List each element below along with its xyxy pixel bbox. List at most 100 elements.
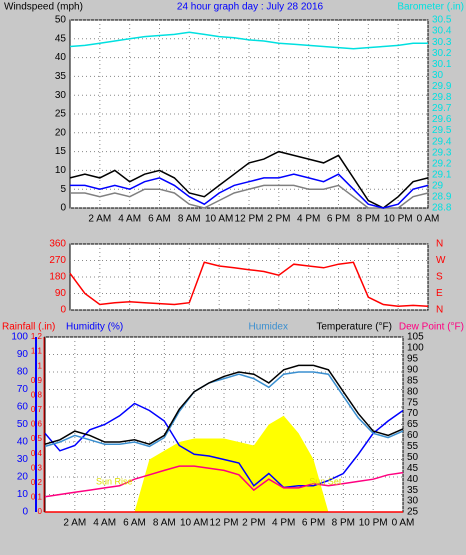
legend-label: Humidity (%) xyxy=(66,322,123,333)
x-tick-label: 8 AM xyxy=(153,518,176,529)
line xyxy=(70,173,429,209)
y2-tick-label: 45 xyxy=(407,463,419,474)
y2-tick-label: 30 xyxy=(407,496,419,507)
y-tick-label: 100 xyxy=(11,332,28,343)
y2-tick-label: 29.8 xyxy=(432,92,452,103)
y-tick-label: 70 xyxy=(17,384,29,395)
y2-axis-label: Barometer (.in) xyxy=(397,2,464,13)
y3-tick-label: 0 xyxy=(38,507,43,516)
x-tick-label: 4 PM xyxy=(297,214,320,225)
y2-tick-label: 28.8 xyxy=(432,203,452,214)
x-tick-label: 2 AM xyxy=(88,214,111,225)
y3-tick-label: 1.2 xyxy=(31,332,43,341)
y-tick-label: 50 xyxy=(17,419,29,430)
y-tick-label: 5 xyxy=(60,184,66,195)
y2-tick-label: 29 xyxy=(432,181,444,192)
y-axis-label: Windspeed (mph) xyxy=(4,2,83,13)
y-tick-label: 20 xyxy=(55,127,67,138)
y-tick-label: 30 xyxy=(55,90,67,101)
y-tick-label: 90 xyxy=(17,349,29,360)
y2-tick-label: 50 xyxy=(407,452,419,463)
legend-label: Humidex xyxy=(249,322,288,333)
line xyxy=(44,371,404,448)
y-tick-label: 60 xyxy=(17,402,29,413)
y2-tick-label: N xyxy=(436,305,443,316)
y-tick-label: 50 xyxy=(55,15,67,26)
y2-tick-label: 30.3 xyxy=(432,37,452,48)
line xyxy=(69,150,429,209)
x-tick-label: 6 PM xyxy=(327,214,350,225)
x-tick-label: 4 AM xyxy=(118,214,141,225)
x-tick-label: 10 PM xyxy=(359,518,388,529)
x-tick-label: 8 AM xyxy=(178,214,201,225)
y-tick-label: 10 xyxy=(55,165,67,176)
y2-tick-label: 29.9 xyxy=(432,81,452,92)
y2-tick-label: 29.4 xyxy=(432,136,452,147)
y2-tick-label: 105 xyxy=(407,332,424,343)
y-tick-label: 360 xyxy=(49,239,66,250)
x-tick-label: 4 AM xyxy=(93,518,116,529)
y2-tick-label: 30.1 xyxy=(432,59,452,70)
line xyxy=(70,184,429,209)
y-tick-label: 35 xyxy=(55,71,67,82)
x-tick-label: 10 AM xyxy=(205,214,233,225)
x-tick-label: 12 PM xyxy=(235,214,264,225)
y-tick-label: 0 xyxy=(60,305,66,316)
y-tick-label: 80 xyxy=(17,367,29,378)
y-tick-label: 10 xyxy=(17,489,29,500)
x-tick-label: 4 PM xyxy=(272,518,295,529)
x-tick-label: 0 AM xyxy=(392,518,415,529)
x-tick-label: 2 PM xyxy=(267,214,290,225)
y2-tick-label: 25 xyxy=(407,507,419,518)
x-tick-label: 8 PM xyxy=(357,214,380,225)
y-tick-label: 270 xyxy=(49,255,66,266)
y2-tick-label: 40 xyxy=(407,474,419,485)
legend-label: Rainfall (.in) xyxy=(2,322,55,333)
y2-tick-label: 29.2 xyxy=(432,158,452,169)
line xyxy=(44,402,404,489)
y2-tick-label: 60 xyxy=(407,430,419,441)
annotation: Sun Set xyxy=(309,476,342,486)
y2-tick-label: 29.6 xyxy=(432,114,452,125)
chart-title: 24 hour graph day : July 28 2016 xyxy=(177,2,324,13)
line xyxy=(44,465,404,498)
y-tick-label: 0 xyxy=(60,203,66,214)
x-tick-label: 10 PM xyxy=(384,214,413,225)
annotation: Sun Rise xyxy=(96,476,133,486)
legend-label: Dew Point (°F) xyxy=(399,322,464,333)
y2-tick-label: 55 xyxy=(407,441,419,452)
y-tick-label: 40 xyxy=(17,437,29,448)
x-tick-label: 2 PM xyxy=(242,518,265,529)
y2-tick-label: S xyxy=(436,272,443,283)
x-tick-label: 0 AM xyxy=(417,214,440,225)
y2-tick-label: 90 xyxy=(407,364,419,375)
area xyxy=(45,415,403,512)
x-tick-label: 8 PM xyxy=(332,518,355,529)
line xyxy=(69,261,429,308)
y2-tick-label: 75 xyxy=(407,397,419,408)
y-tick-label: 15 xyxy=(55,146,67,157)
y2-tick-label: W xyxy=(436,255,446,266)
y3-tick-label: 1 xyxy=(38,361,43,370)
y2-tick-label: 28.9 xyxy=(432,192,452,203)
y2-tick-label: 29.1 xyxy=(432,169,452,180)
x-tick-label: 12 PM xyxy=(210,518,239,529)
y2-tick-label: E xyxy=(436,288,443,299)
y2-tick-label: N xyxy=(436,239,443,250)
y2-tick-label: 29.3 xyxy=(432,147,452,158)
line xyxy=(69,31,428,50)
y2-tick-label: 35 xyxy=(407,485,419,496)
x-tick-label: 6 AM xyxy=(123,518,146,529)
y2-tick-label: 30.2 xyxy=(432,48,452,59)
legend-label: Temperature (°F) xyxy=(316,322,392,333)
line xyxy=(44,364,404,446)
y2-tick-label: 100 xyxy=(407,343,424,354)
y2-tick-label: 95 xyxy=(407,354,419,365)
x-tick-label: 6 AM xyxy=(148,214,171,225)
y2-tick-label: 65 xyxy=(407,419,419,430)
y-tick-label: 25 xyxy=(55,109,67,120)
y2-tick-label: 29.5 xyxy=(432,125,452,136)
y2-tick-label: 30 xyxy=(432,70,444,81)
y-tick-label: 20 xyxy=(17,472,29,483)
